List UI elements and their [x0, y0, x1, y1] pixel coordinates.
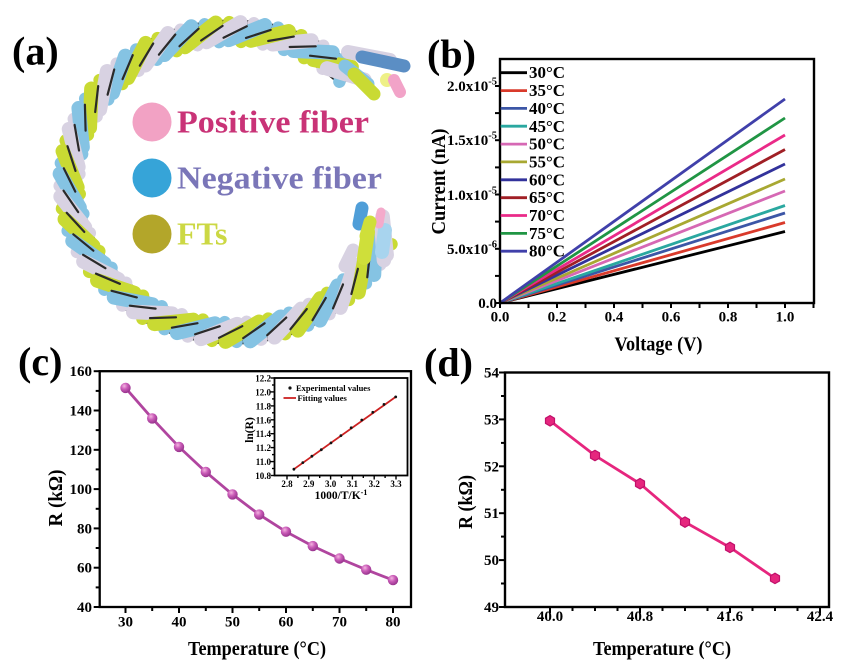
svg-text:60: 60	[77, 561, 92, 577]
svg-text:0.0: 0.0	[491, 310, 510, 326]
svg-text:3.0: 3.0	[325, 479, 337, 489]
svg-text:30: 30	[118, 615, 133, 631]
svg-text:35°C: 35°C	[529, 81, 565, 100]
svg-text:80: 80	[386, 615, 401, 631]
svg-text:120: 120	[70, 443, 93, 459]
svg-text:0.0: 0.0	[478, 296, 497, 312]
svg-text:80: 80	[77, 521, 92, 537]
svg-text:51: 51	[484, 506, 499, 522]
svg-text:Negative fiber: Negative fiber	[177, 160, 382, 196]
svg-text:40: 40	[77, 600, 92, 616]
svg-text:70: 70	[332, 615, 347, 631]
svg-text:50: 50	[484, 553, 499, 569]
svg-text:R (kΩ): R (kΩ)	[455, 475, 477, 529]
svg-text:140: 140	[70, 404, 93, 420]
svg-text:11.8: 11.8	[256, 401, 272, 411]
svg-text:0.8: 0.8	[719, 310, 738, 326]
svg-text:60: 60	[279, 615, 294, 631]
svg-text:2.0x10-5: 2.0x10-5	[447, 77, 497, 96]
svg-text:1.0: 1.0	[776, 310, 795, 326]
svg-text:Fitting values: Fitting values	[298, 393, 348, 403]
svg-text:(d): (d)	[424, 340, 473, 385]
svg-text:ln(R): ln(R)	[244, 417, 256, 443]
svg-text:52: 52	[484, 459, 499, 475]
svg-text:0.2: 0.2	[548, 310, 567, 326]
svg-text:3.3: 3.3	[390, 479, 402, 489]
svg-text:10.8: 10.8	[255, 471, 271, 481]
svg-text:11.4: 11.4	[256, 429, 272, 439]
svg-text:11.6: 11.6	[256, 415, 272, 425]
svg-text:1.0x10-5: 1.0x10-5	[447, 186, 497, 205]
svg-text:50: 50	[225, 615, 240, 631]
svg-text:60°C: 60°C	[529, 170, 565, 189]
svg-text:55°C: 55°C	[529, 152, 565, 171]
svg-text:R (kΩ): R (kΩ)	[45, 470, 67, 527]
svg-text:Voltage (V): Voltage (V)	[615, 334, 703, 356]
svg-text:49: 49	[484, 600, 499, 616]
svg-text:40.0: 40.0	[537, 609, 563, 625]
svg-text:12.0: 12.0	[255, 387, 271, 397]
svg-text:3.2: 3.2	[369, 479, 381, 489]
svg-text:30°C: 30°C	[529, 63, 565, 82]
svg-text:0.6: 0.6	[662, 310, 681, 326]
svg-text:100: 100	[70, 482, 93, 498]
svg-text:Temperature (°C): Temperature (°C)	[593, 638, 731, 660]
svg-text:0.4: 0.4	[605, 310, 624, 326]
svg-text:Experimental values: Experimental values	[296, 383, 371, 393]
svg-text:Current (nA): Current (nA)	[428, 129, 450, 235]
svg-text:65°C: 65°C	[529, 188, 565, 207]
svg-text:75°C: 75°C	[529, 224, 565, 243]
svg-text:45°C: 45°C	[529, 117, 565, 136]
svg-text:(c): (c)	[18, 339, 62, 384]
svg-text:70°C: 70°C	[529, 206, 565, 225]
svg-text:2.8: 2.8	[281, 479, 293, 489]
svg-text:11.2: 11.2	[256, 443, 272, 453]
svg-text:40°C: 40°C	[529, 99, 565, 118]
svg-text:40.8: 40.8	[627, 609, 653, 625]
svg-text:(b): (b)	[427, 32, 476, 77]
svg-text:11.0: 11.0	[256, 457, 272, 467]
svg-text:54: 54	[484, 366, 500, 382]
svg-text:FTs: FTs	[177, 216, 227, 252]
svg-text:80°C: 80°C	[529, 242, 565, 261]
svg-text:50°C: 50°C	[529, 135, 565, 154]
svg-text:1000/T/K-1: 1000/T/K-1	[315, 488, 368, 502]
svg-text:5.0x10-6: 5.0x10-6	[447, 240, 497, 259]
svg-text:40: 40	[172, 615, 187, 631]
svg-text:(a): (a)	[12, 29, 59, 74]
svg-text:12.2: 12.2	[255, 374, 271, 384]
svg-text:2.9: 2.9	[303, 479, 315, 489]
svg-text:1.5x10-5: 1.5x10-5	[447, 131, 497, 150]
svg-text:160: 160	[70, 364, 93, 380]
svg-text:Positive fiber: Positive fiber	[177, 104, 369, 140]
svg-text:42.4: 42.4	[807, 609, 834, 625]
svg-text:Temperature (°C): Temperature (°C)	[188, 638, 326, 660]
svg-text:53: 53	[484, 412, 499, 428]
svg-text:41.6: 41.6	[717, 609, 744, 625]
svg-text:3.1: 3.1	[347, 479, 359, 489]
